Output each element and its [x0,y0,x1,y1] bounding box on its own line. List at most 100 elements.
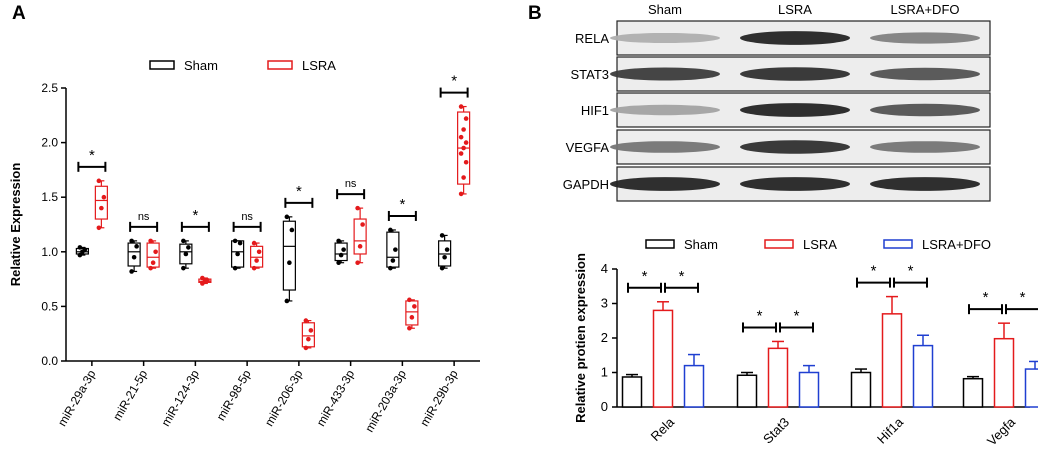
data-point-lsra [306,336,311,342]
bar-legend-label: Sham [684,237,718,252]
x-tick-label-miR-433-3p: miR-433-3p [314,367,358,429]
bar-legend-label: LSRA+DFO [922,237,991,252]
data-point-sham [77,245,83,250]
data-point-lsra [96,225,102,231]
data-point-sham [393,247,398,252]
significance-label: * [192,207,198,224]
blot-band [740,31,850,45]
bar-x-tick-label-vegfa: Vegfa [984,414,1019,449]
blot-lane-label: Sham [648,2,682,17]
x-tick-label-miR-203a-3p: miR-203a-3p [362,367,409,434]
x-tick-label-miR-29a-3p: miR-29a-3p [55,367,99,429]
data-point-sham [82,247,88,252]
blot-band [870,103,980,117]
bar-lsra-vegfa [993,337,1015,408]
bar-y-axis-title: Relative protien expression [573,253,588,423]
data-point-lsra [256,249,262,255]
box-lsra-miR-206-3p [301,322,315,348]
significance-label: * [757,307,763,324]
legend-swatch-lsra [267,60,293,70]
x-tick-label-miR-206-3p: miR-206-3p [262,367,306,429]
significance-label: ns [138,211,150,223]
data-point-lsra [461,145,466,151]
blot-band [740,103,850,117]
blot-band [740,140,850,154]
significance-label: * [794,307,800,324]
y-tick-label: 1.0 [41,245,58,259]
bar-lsra-stat3 [767,347,789,408]
bar-x-tick-label-stat3: Stat3 [760,415,792,447]
data-point-sham [287,260,292,266]
data-point-sham [336,238,341,244]
blot-band [610,67,720,81]
blot-row-label: GAPDH [563,177,609,192]
data-point-sham [284,298,290,304]
bar-lsra-hif1a [881,313,903,408]
y-tick-label: 1.5 [41,190,58,204]
bar-legend-swatch [883,239,913,249]
bar-x-tick-label-rela: Rela [648,414,678,444]
y-tick-label: 2.5 [41,81,58,95]
significance-label: * [296,183,302,200]
x-tick-label-miR-124-3p: miR-124-3p [158,367,202,429]
data-point-lsra [461,175,466,180]
data-point-lsra [99,205,104,211]
bar-sham-stat3 [736,374,758,408]
data-point-sham [129,238,134,244]
bar-lsra+dfo-stat3 [798,371,820,408]
legend-label: LSRA [302,58,336,73]
bar-y-tick-label: 1 [601,365,608,380]
data-point-sham [235,251,240,257]
significance-label: * [983,289,989,306]
blot-band [870,32,980,44]
data-point-lsra [251,265,257,271]
data-point-lsra [308,328,314,333]
data-point-sham [289,227,295,233]
significance-label: ns [241,211,253,223]
blot-band [740,67,850,81]
data-point-lsra [148,238,153,244]
data-point-lsra [96,178,102,184]
data-point-lsra [205,277,210,283]
data-point-lsra [407,325,412,331]
data-point-sham [181,265,186,271]
blot-lane-label: LSRA+DFO [891,2,960,17]
data-point-sham [444,247,450,252]
data-point-sham [439,265,445,271]
data-point-sham [388,227,393,233]
data-point-sham [232,238,238,244]
data-point-sham [232,265,238,271]
data-point-lsra [254,258,259,263]
significance-label: * [908,263,914,280]
data-point-sham [131,254,137,260]
box-lsra-miR-29a-3p [94,185,108,220]
data-point-sham [439,233,445,238]
data-point-lsra [101,194,107,200]
box-sham-miR-206-3p [282,220,296,291]
data-point-sham [237,240,243,246]
legend-label: Sham [184,58,218,73]
bar-sham-vegfa [962,377,984,408]
significance-label: * [679,268,685,285]
bar-lsra+dfo-vegfa [1024,368,1038,408]
data-point-lsra [303,318,309,323]
bar-legend-swatch [645,239,675,249]
data-point-sham [442,254,447,260]
data-point-sham [134,244,139,249]
x-tick-label-miR-29b-3p: miR-29b-3p [417,367,461,429]
box-sham-miR-433-3p [334,242,348,262]
data-point-lsra [463,159,469,165]
data-point-sham [336,260,341,266]
blot-band [610,104,720,116]
bar-x-tick-label-hif1a: Hif1a [874,414,907,447]
box-sham-miR-203a-3p [386,231,400,268]
blot-band [610,177,720,191]
significance-label: * [89,147,95,164]
blot-row-label: STAT3 [570,67,609,82]
box-lsra-miR-203a-3p [405,300,419,326]
legend-swatch-sham [149,60,175,70]
data-point-lsra [150,260,156,266]
bar-y-tick-label: 2 [601,330,608,345]
data-point-lsra [355,260,360,266]
significance-label: ns [345,178,357,190]
